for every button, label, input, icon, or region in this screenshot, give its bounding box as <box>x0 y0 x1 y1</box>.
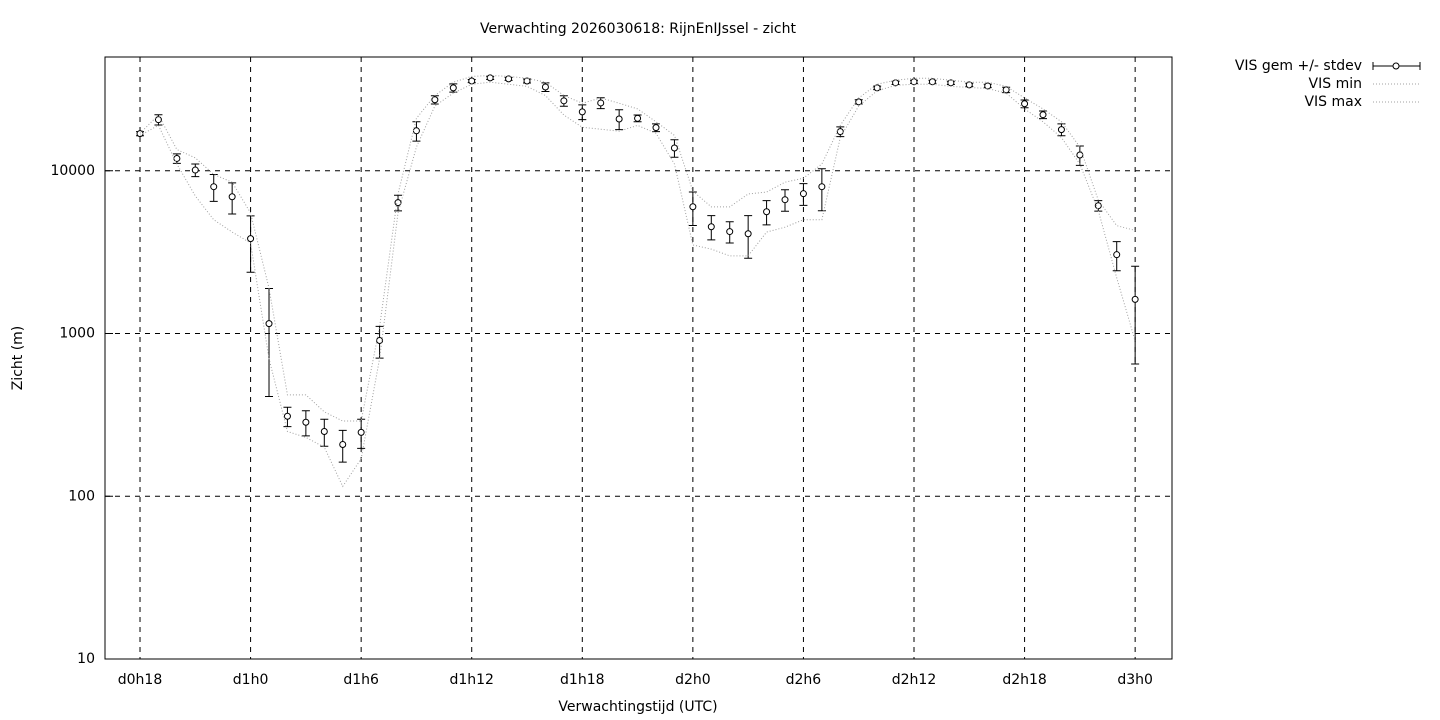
point <box>652 124 660 132</box>
range-line <box>139 74 1136 422</box>
point <box>984 82 992 90</box>
x-tick-label: d2h0 <box>675 672 711 688</box>
point <box>744 230 752 238</box>
x-tick-label: d1h0 <box>233 672 269 688</box>
plot-frame <box>104 56 1173 660</box>
point <box>763 208 771 216</box>
x-tick-label: d1h18 <box>560 672 604 688</box>
x-tick-label: d2h12 <box>892 672 936 688</box>
point <box>541 83 549 91</box>
legend-label: VIS max <box>1304 94 1362 110</box>
point <box>412 127 420 135</box>
point <box>818 183 826 191</box>
point <box>947 79 955 87</box>
y-tick-label: 10 <box>77 651 95 667</box>
x-tick-label: d3h0 <box>1117 672 1153 688</box>
point <box>320 427 328 435</box>
point <box>1131 295 1139 303</box>
chart-title: Verwachting 2026030618: RijnEnIJssel - z… <box>480 21 796 37</box>
point <box>597 99 605 107</box>
point <box>781 196 789 204</box>
x-tick-label: d2h18 <box>1002 672 1046 688</box>
point <box>726 228 734 236</box>
y-tick-label: 1000 <box>59 326 95 342</box>
point <box>210 183 218 191</box>
point <box>1057 126 1065 134</box>
x-tick-label: d1h6 <box>343 672 379 688</box>
point <box>228 193 236 201</box>
x-tick-label: d2h6 <box>786 672 822 688</box>
point <box>836 128 844 136</box>
x-tick-label: d0h18 <box>118 672 162 688</box>
y-tick-label: 10000 <box>50 163 95 179</box>
point <box>689 203 697 211</box>
point <box>265 320 273 328</box>
point <box>578 108 586 116</box>
point <box>283 412 291 420</box>
y-axis-label: Zicht (m) <box>10 326 26 391</box>
range-line <box>139 81 1136 488</box>
point <box>670 144 678 152</box>
point <box>1113 251 1121 259</box>
point <box>1076 151 1084 159</box>
point <box>136 130 144 138</box>
point <box>154 116 162 124</box>
point <box>339 440 347 448</box>
legend-label: VIS min <box>1309 76 1362 92</box>
point <box>1021 100 1029 108</box>
point <box>357 428 365 436</box>
point <box>191 166 199 174</box>
x-axis-label: Verwachtingstijd (UTC) <box>558 699 717 715</box>
error-bar <box>246 215 255 273</box>
point <box>615 115 623 123</box>
point <box>928 78 936 86</box>
legend-swatch <box>1392 62 1400 70</box>
point <box>468 77 476 85</box>
point <box>634 114 642 122</box>
error-bar <box>265 288 274 398</box>
point <box>560 97 568 105</box>
point <box>799 190 807 198</box>
point <box>505 75 513 83</box>
point <box>1002 86 1010 94</box>
point <box>449 84 457 92</box>
error-bar <box>1131 265 1140 365</box>
y-tick-label: 100 <box>68 488 95 504</box>
point <box>910 78 918 86</box>
point <box>302 418 310 426</box>
x-tick-label: d1h12 <box>449 672 493 688</box>
point <box>431 96 439 104</box>
point <box>523 77 531 85</box>
point <box>1094 202 1102 210</box>
point <box>247 235 255 243</box>
point <box>707 223 715 231</box>
point <box>394 199 402 207</box>
point <box>1039 111 1047 119</box>
point <box>486 74 494 82</box>
legend-label: VIS gem +/- stdev <box>1235 58 1362 74</box>
